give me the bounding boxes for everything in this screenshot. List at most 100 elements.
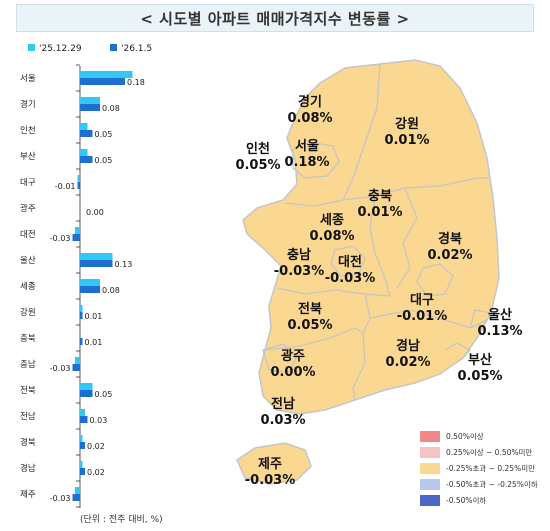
bar <box>77 175 80 182</box>
category-label: 부산 <box>20 151 36 162</box>
value-label: 0.08 <box>102 286 120 295</box>
value-label: 0.01 <box>85 338 103 347</box>
category-label: 경북 <box>20 437 36 448</box>
bar <box>80 260 113 267</box>
value-label: 0.00 <box>86 208 104 217</box>
legend-item: -0.25%초과 ~ 0.25%미만 <box>420 461 538 476</box>
region-value: 0.13% <box>477 324 522 339</box>
chart-title: < 시도별 아파트 매매가격지수 변동률 > <box>140 9 410 28</box>
border-jeonbuk-jeonnam <box>264 327 364 351</box>
region-value: 0.03% <box>260 413 305 428</box>
border-chungnam-jeonbuk <box>276 287 391 297</box>
legend-label: '25.12.29 <box>39 44 82 54</box>
category-label: 인천 <box>20 125 36 136</box>
region-value: 0.02% <box>427 248 472 263</box>
border-chungbuk-east <box>396 187 418 289</box>
mainland <box>242 59 500 415</box>
region-name: 대전 <box>338 254 362 270</box>
legend-item: 0.50%이상 <box>420 429 538 444</box>
border-seoul <box>292 141 340 179</box>
legend-item: 0.25%이상 ~ 0.50%미만 <box>420 445 538 460</box>
category-label: 전남 <box>20 411 36 422</box>
bar <box>80 305 83 312</box>
region-name: 울산 <box>488 307 512 323</box>
value-label: -0.01 <box>55 182 76 191</box>
category-label: 서울 <box>20 74 36 84</box>
bar-chart: '25.12.29 '26.1.5 서울 0.18 경기 0.08 인천 0.05 부산 0.05… <box>20 44 152 508</box>
legend-label: 0.50%이상 <box>446 432 484 441</box>
unit-note: (단위 : 전주 대비, %) <box>80 515 163 525</box>
border-daejeon <box>330 245 366 277</box>
bar <box>80 409 85 416</box>
region-value: -0.01% <box>397 309 448 324</box>
jeju-island <box>236 442 312 485</box>
legend-label: 0.25%이상 ~ 0.50%미만 <box>446 448 533 457</box>
region-label: 충남-0.03% <box>274 247 325 279</box>
value-label: 0.13 <box>115 260 133 269</box>
border-gangwon-south <box>404 177 490 189</box>
region-value: 0.01% <box>357 205 402 220</box>
mainland-outline <box>242 59 500 415</box>
category-label: 세종 <box>20 282 36 292</box>
bar <box>80 286 100 293</box>
value-label: 0.02 <box>87 468 105 477</box>
value-label: 0.05 <box>95 390 113 399</box>
border-chungbuk-west <box>369 195 391 297</box>
category-label: 충북 <box>20 334 36 344</box>
bar <box>77 182 80 189</box>
region-label: 인천0.05% <box>235 141 280 173</box>
region-value: 0.05% <box>457 369 502 384</box>
region-label: 전남0.03% <box>260 396 305 428</box>
bar <box>80 78 125 85</box>
region-value: 0.05% <box>235 158 280 173</box>
legend-label: -0.50%이하 <box>446 496 487 505</box>
region-value: 0.05% <box>287 318 332 333</box>
bar <box>80 130 93 137</box>
region-name: 세종 <box>320 213 344 228</box>
legend-swatch <box>420 431 440 442</box>
border-gyeonggi-gangwon <box>342 63 381 201</box>
category-label: 울산 <box>20 255 36 266</box>
region-label: 울산0.13% <box>477 307 522 339</box>
region-name: 경기 <box>298 94 322 110</box>
region-name: 충남 <box>287 247 311 263</box>
map-legend: 0.50%이상 0.25%이상 ~ 0.50%미만 -0.25%초과 ~ 0.2… <box>420 429 538 509</box>
chart-legend: '25.12.29 '26.1.5 <box>28 44 152 54</box>
region-label: 경북0.02% <box>427 231 472 263</box>
region-label: 세종0.08% <box>309 213 354 244</box>
value-label: 0.05 <box>95 156 113 165</box>
category-label: 경기 <box>20 99 36 110</box>
category-label: 경남 <box>20 463 36 474</box>
region-label: 강원0.01% <box>384 116 429 148</box>
value-label: -0.03 <box>50 494 71 503</box>
value-label: 0.08 <box>102 104 120 113</box>
bar <box>80 390 93 397</box>
region-label: 대구-0.01% <box>397 293 448 324</box>
category-label: 대전 <box>20 229 36 240</box>
bar <box>80 253 113 260</box>
region-label: 대전-0.03% <box>325 254 376 286</box>
border-gyeonggi-south <box>284 187 406 207</box>
legend-item: -0.50%이하 <box>420 493 538 508</box>
region-name: 제주 <box>258 457 282 472</box>
region-name: 전북 <box>298 301 322 317</box>
region-label: 제주-0.03% <box>245 457 296 488</box>
legend-item: -0.50%초과 ~ -0.25%이하 <box>420 477 538 492</box>
value-label: 0.01 <box>85 312 103 321</box>
legend-swatch <box>110 44 117 51</box>
bar <box>72 364 80 371</box>
region-value: 0.08% <box>309 229 354 244</box>
bar <box>80 442 85 449</box>
bar <box>80 71 133 78</box>
bar <box>80 338 83 345</box>
bar <box>72 494 80 501</box>
category-label: 광주 <box>20 203 36 214</box>
bar <box>80 416 88 423</box>
region-name: 경남 <box>396 338 420 354</box>
region-label: 부산0.05% <box>457 352 502 384</box>
region-label: 전북0.05% <box>287 301 332 333</box>
category-label: 전북 <box>20 385 36 396</box>
border-gwangju <box>262 343 298 373</box>
legend-label: -0.25%초과 ~ 0.25%미만 <box>446 464 536 473</box>
bar <box>80 468 85 475</box>
